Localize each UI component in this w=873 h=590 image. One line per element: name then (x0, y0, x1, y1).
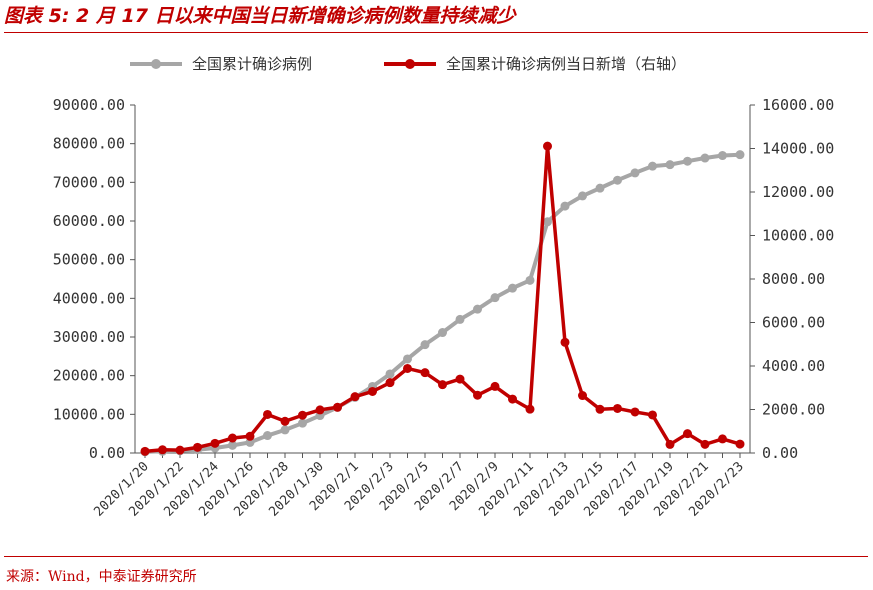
y-right-tick-label: 10000.00 (762, 227, 834, 245)
cumulative-point (630, 168, 640, 178)
cumulative-point (280, 425, 290, 435)
daily-point (263, 409, 272, 419)
daily-point (508, 394, 517, 404)
series-daily (140, 141, 745, 456)
daily-point (438, 380, 447, 390)
cumulative-point (578, 191, 587, 201)
legend-label-daily: 全国累计确诊病例当日新增（右轴） (446, 55, 686, 73)
cumulative-point (420, 340, 430, 350)
cumulative-point (403, 354, 412, 364)
y-right-tick-label: 14000.00 (762, 140, 834, 158)
daily-point (735, 439, 745, 449)
cumulative-point (543, 217, 552, 227)
daily-point (630, 407, 640, 417)
cumulative-line (143, 152, 742, 454)
cumulative-point (648, 161, 657, 171)
legend-marker-daily (405, 59, 415, 69)
y-right-tick-label: 16000.00 (762, 96, 834, 114)
y-right-tick-label: 8000.00 (762, 270, 825, 288)
daily-point (665, 439, 675, 449)
cumulative-point (385, 369, 395, 379)
axes: 0.00 10000.00 20000.00 30000.00 40000.00 5000… (53, 96, 835, 520)
chart-canvas: 全国累计确诊病例 全国累计确诊病例当日新增（右轴） 0.00 10000.00 20… (53, 55, 835, 520)
footer-divider (4, 556, 868, 557)
daily-point (193, 442, 202, 452)
daily-point (718, 434, 727, 444)
daily-point (368, 386, 377, 396)
daily-point (315, 405, 325, 415)
y-right-tick-label: 0.00 (762, 444, 798, 462)
daily-point (455, 374, 465, 384)
daily-point (280, 416, 290, 426)
source-note: 来源：Wind，中泰证券研究所 (6, 569, 197, 585)
daily-point (578, 391, 587, 401)
daily-point (525, 404, 535, 414)
cumulative-point (525, 275, 535, 285)
y-left-tick-label: 40000.00 (53, 289, 125, 307)
daily-point (210, 438, 220, 448)
daily-line (143, 144, 742, 454)
y-left-tick-label: 20000.00 (53, 367, 125, 385)
cumulative-point (508, 283, 517, 293)
y-left-tick-label: 90000.00 (53, 96, 125, 114)
cumulative-point (595, 183, 605, 193)
chart-title: 图表 5: 2 月 17 日以来中国当日新增确诊病例数量持续减少 (4, 5, 516, 27)
y-left-tick-label: 80000.00 (53, 135, 125, 153)
daily-point (560, 337, 570, 347)
y-right-tick-label: 12000.00 (762, 183, 834, 201)
cumulative-point (613, 175, 622, 185)
daily-point (473, 390, 482, 400)
daily-point (350, 392, 360, 402)
daily-point (595, 404, 605, 414)
daily-point (613, 403, 622, 413)
cumulative-point (263, 431, 272, 441)
daily-point (298, 410, 307, 420)
daily-point (648, 410, 657, 420)
daily-point (420, 368, 430, 378)
daily-point (140, 446, 150, 456)
cumulative-point (228, 440, 237, 450)
legend: 全国累计确诊病例 全国累计确诊病例当日新增（右轴） (130, 55, 686, 73)
cumulative-point (735, 150, 745, 160)
y-left-tick-label: 0.00 (89, 444, 125, 462)
daily-point (175, 445, 185, 455)
y-right-tick-label: 6000.00 (762, 314, 825, 332)
daily-point (245, 431, 255, 441)
daily-point (683, 429, 692, 439)
y-left-tick-label: 50000.00 (53, 251, 125, 269)
y-right-tick-label: 4000.00 (762, 357, 825, 375)
y-left-tick-label: 60000.00 (53, 212, 125, 230)
cumulative-point (490, 293, 500, 303)
daily-point (228, 433, 237, 443)
legend-marker-cumulative (151, 59, 161, 69)
y-left-tick-label: 30000.00 (53, 328, 125, 346)
cumulative-point (700, 153, 710, 163)
y-left-tick-label: 70000.00 (53, 173, 125, 191)
daily-point (158, 445, 167, 455)
cumulative-point (438, 328, 447, 338)
cumulative-point (718, 151, 727, 161)
cumulative-point (473, 304, 482, 314)
cumulative-point (455, 314, 465, 324)
cumulative-point (665, 160, 675, 170)
daily-point (333, 402, 342, 412)
daily-point (385, 378, 395, 388)
cumulative-point (683, 156, 692, 166)
series-cumulative (140, 150, 745, 457)
daily-point (403, 363, 412, 373)
y-left-tick-label: 10000.00 (53, 405, 125, 423)
legend-label-cumulative: 全国累计确诊病例 (192, 55, 312, 73)
cumulative-point (560, 201, 570, 211)
y-right-tick-label: 2000.00 (762, 401, 825, 419)
cumulative-point (298, 418, 307, 428)
daily-point (543, 141, 552, 151)
title-divider (4, 32, 868, 33)
daily-point (490, 381, 500, 391)
daily-point (700, 439, 710, 449)
